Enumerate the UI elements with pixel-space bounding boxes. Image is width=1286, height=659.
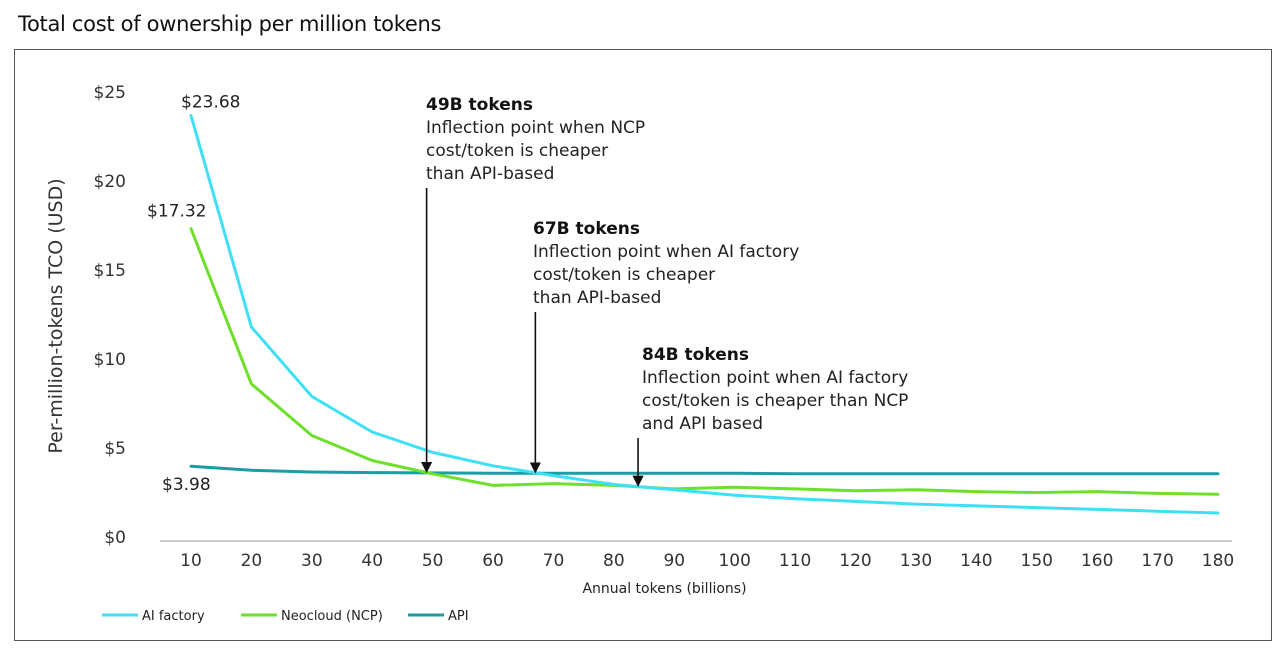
annotation-heading: 84B tokens <box>642 345 749 365</box>
x-tick-label: 30 <box>301 551 323 571</box>
x-tick-label: 150 <box>1021 551 1053 571</box>
x-tick-label: 10 <box>180 551 202 571</box>
x-tick-label: 140 <box>960 551 992 571</box>
x-tick-label: 180 <box>1202 551 1234 571</box>
x-tick-label: 60 <box>482 551 504 571</box>
chart-title: Total cost of ownership per million toke… <box>18 12 442 36</box>
annotation-text: than API-based <box>533 288 661 308</box>
x-tick-label: 160 <box>1081 551 1113 571</box>
x-tick-label: 80 <box>603 551 625 571</box>
y-tick-label: $20 <box>94 172 126 192</box>
x-tick-label: 110 <box>779 551 811 571</box>
series-line-api <box>189 464 1220 476</box>
x-tick-label: 20 <box>241 551 263 571</box>
data-label: $17.32 <box>147 202 206 222</box>
y-tick-label: $15 <box>94 261 126 281</box>
series-line-ai-factory <box>189 114 1220 515</box>
legend-label: Neocloud (NCP) <box>281 609 383 624</box>
annotation-text: Inflection point when AI factory <box>533 242 799 262</box>
x-tick-label: 40 <box>361 551 383 571</box>
x-tick-label: 120 <box>839 551 871 571</box>
x-axis-title: Annual tokens (billions) <box>582 581 746 597</box>
y-tick-label: $10 <box>94 350 126 370</box>
x-tick-label: 100 <box>718 551 750 571</box>
x-tick-label: 50 <box>422 551 444 571</box>
series-line-neocloud-ncp <box>189 227 1220 496</box>
annotation-heading: 67B tokens <box>533 219 640 239</box>
annotation-text: cost/token is cheaper than NCP <box>642 391 908 411</box>
x-tick-label: 70 <box>543 551 565 571</box>
y-tick-label: $25 <box>94 83 126 103</box>
data-label: $3.98 <box>162 475 211 495</box>
annotation-heading: 49B tokens <box>426 95 533 115</box>
annotation-text: cost/token is cheaper <box>533 265 715 285</box>
annotation-text: than API-based <box>426 164 554 184</box>
legend-label: API <box>448 609 469 624</box>
data-label: $23.68 <box>181 92 240 112</box>
annotation-text: cost/token is cheaper <box>426 141 608 161</box>
y-tick-label: $5 <box>104 439 126 459</box>
annotation-text: and API based <box>642 414 763 434</box>
y-tick-label: $0 <box>104 528 126 548</box>
x-tick-label: 90 <box>663 551 685 571</box>
x-tick-label: 170 <box>1141 551 1173 571</box>
annotation-text: Inflection point when AI factory <box>642 368 908 388</box>
chart-frame <box>14 49 1272 641</box>
legend-label: AI factory <box>142 609 205 624</box>
annotation-text: Inflection point when NCP <box>426 118 645 138</box>
x-tick-label: 130 <box>900 551 932 571</box>
y-axis-title: Per-million-tokens TCO (USD) <box>45 178 67 453</box>
